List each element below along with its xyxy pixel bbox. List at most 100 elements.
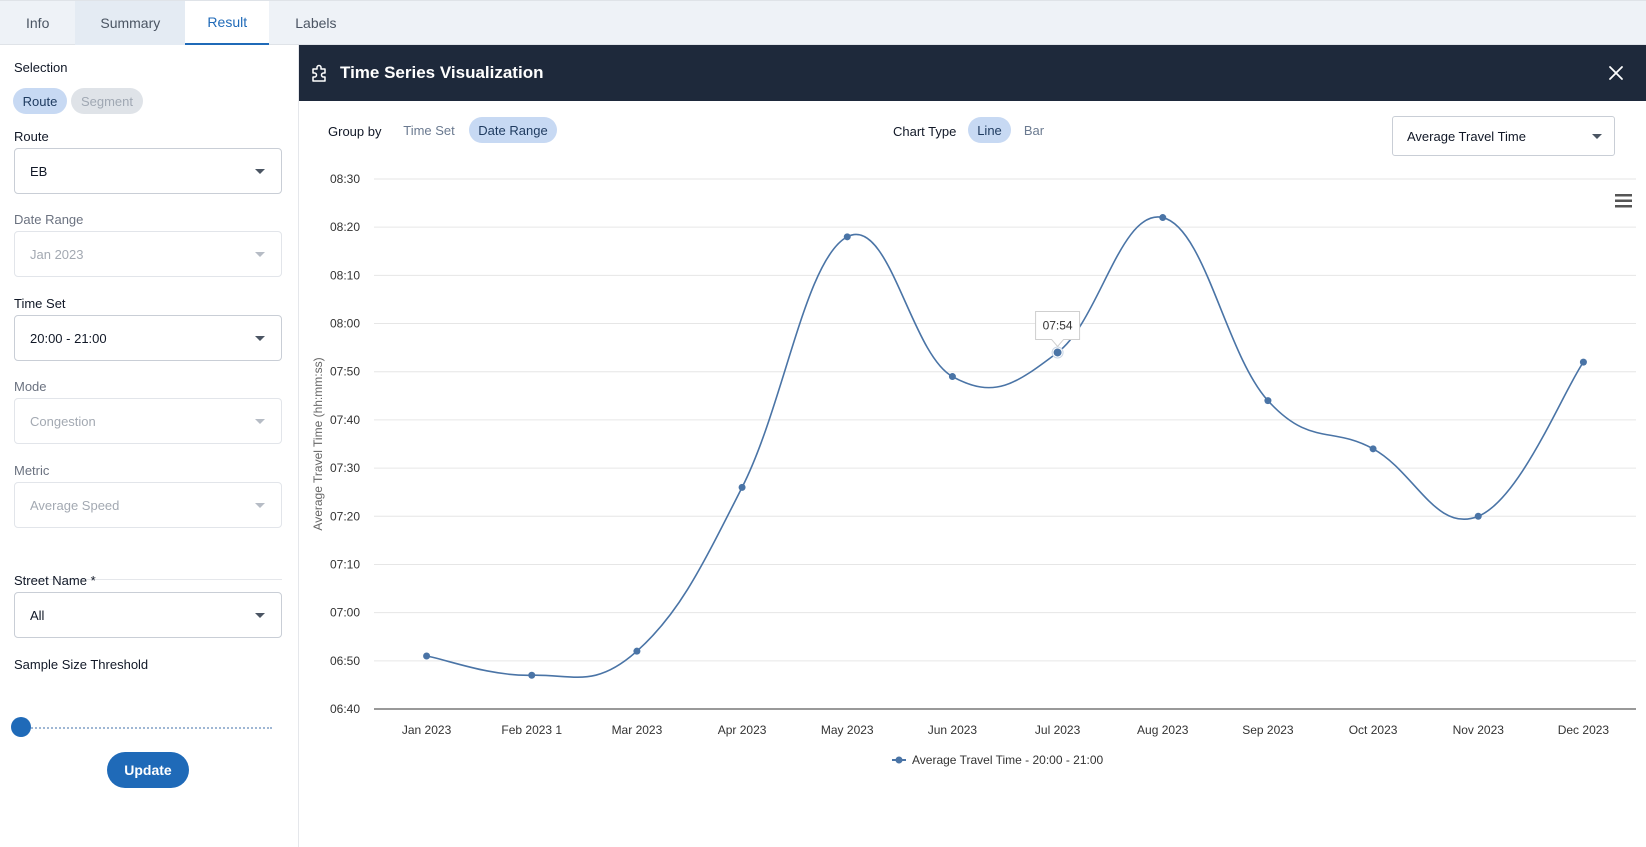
y-axis-title: Average Travel Time (hh:mm:ss) xyxy=(311,357,325,530)
y-tick-label: 08:00 xyxy=(330,317,360,331)
date-range-label: Date Range xyxy=(14,212,84,227)
route-label: Route xyxy=(14,129,49,144)
y-tick-label: 07:40 xyxy=(330,413,360,427)
filter-sidebar: Selection Route Segment Route EB Date Ra… xyxy=(0,45,299,847)
mode-select-value: Congestion xyxy=(30,413,96,429)
metric-select-value: Average Speed xyxy=(30,497,120,513)
date-range-select-value: Jan 2023 xyxy=(30,246,84,262)
data-point xyxy=(1264,397,1272,405)
time-set-select[interactable]: 20:00 - 21:00 xyxy=(14,315,282,361)
chart-type-line-pill[interactable]: Line xyxy=(968,117,1011,143)
tab-info-label: Info xyxy=(26,15,50,31)
chevron-down-icon xyxy=(255,613,265,618)
tooltip-box xyxy=(1035,310,1081,348)
tab-summary[interactable]: Summary xyxy=(75,1,186,45)
tab-labels[interactable]: Labels xyxy=(269,1,362,45)
y-tick-label: 07:20 xyxy=(330,509,360,523)
date-range-select[interactable]: Jan 2023 xyxy=(14,231,282,277)
group-by-time-set-pill[interactable]: Time Set xyxy=(403,122,455,138)
mode-select[interactable]: Congestion xyxy=(14,398,282,444)
mode-label: Mode xyxy=(14,379,47,394)
tab-summary-label: Summary xyxy=(100,15,161,31)
data-point xyxy=(633,647,641,655)
data-point xyxy=(1474,512,1482,520)
panel-title: Time Series Visualization xyxy=(340,63,544,82)
group-by-label: Group by xyxy=(328,124,382,139)
data-point xyxy=(948,373,956,381)
chart-metric-select-value: Average Travel Time xyxy=(1407,128,1526,144)
y-tick-label: 07:10 xyxy=(330,557,360,571)
time-series-panel: Time Series Visualization Group by Time … xyxy=(299,45,1646,847)
tab-result[interactable]: Result xyxy=(185,1,270,45)
y-tick-label: 08:10 xyxy=(330,268,360,282)
chart-type-bar-pill[interactable]: Bar xyxy=(1023,122,1045,138)
tooltip-text: 07:54 xyxy=(1043,318,1073,332)
metric-label: Metric xyxy=(14,463,50,478)
chevron-down-icon xyxy=(255,336,265,341)
selection-route-chip[interactable]: Route xyxy=(13,88,67,114)
chevron-down-icon xyxy=(255,252,265,257)
x-tick-label: Sep 2023 xyxy=(1242,723,1294,737)
update-button[interactable]: Update xyxy=(107,752,189,788)
data-point xyxy=(1369,445,1377,453)
y-tick-label: 08:20 xyxy=(330,220,360,234)
series-line xyxy=(426,216,1585,679)
chart-metric-select[interactable]: Average Travel Time xyxy=(1392,116,1615,156)
x-tick-label: Oct 2023 xyxy=(1349,723,1398,737)
legend-marker xyxy=(895,756,903,764)
hamburger-menu-icon[interactable] xyxy=(1615,194,1632,208)
time-set-select-value: 20:00 - 21:00 xyxy=(30,330,107,346)
tab-labels-label: Labels xyxy=(295,15,337,31)
x-tick-label: Apr 2023 xyxy=(718,723,767,737)
route-select[interactable]: EB xyxy=(14,148,282,194)
legend-label: Average Travel Time - 20:00 - 21:00 xyxy=(912,753,1104,767)
y-tick-label: 07:30 xyxy=(330,461,360,475)
y-tick-label: 06:50 xyxy=(330,654,360,668)
x-tick-label: Aug 2023 xyxy=(1137,723,1189,737)
x-tick-label: Mar 2023 xyxy=(612,723,663,737)
sidebar-divider xyxy=(14,579,282,580)
sample-size-slider-track[interactable] xyxy=(20,727,272,729)
street-name-label: Street Name * xyxy=(14,573,96,588)
group-by-date-range-pill[interactable]: Date Range xyxy=(469,117,557,143)
y-tick-label: 06:40 xyxy=(330,702,360,716)
x-tick-label: Jul 2023 xyxy=(1035,723,1081,737)
tab-result-label: Result xyxy=(207,14,248,30)
puzzle-icon xyxy=(312,64,326,82)
time-series-chart: 06:40 06:50 07:00 07:10 07:20 07:30 07:40 07:50… xyxy=(311,172,1636,767)
selection-label: Selection xyxy=(14,60,68,75)
x-tick-label: Feb 2023 1 xyxy=(501,723,562,737)
data-point xyxy=(528,671,536,679)
panel-header: Time Series Visualization xyxy=(299,45,1646,101)
x-tick-label: Dec 2023 xyxy=(1558,723,1610,737)
y-tick-label: 07:00 xyxy=(330,606,360,620)
chart-type-label: Chart Type xyxy=(893,124,957,139)
street-name-select-value: All xyxy=(30,607,45,623)
chevron-down-icon xyxy=(255,169,265,174)
tab-bar: Info Summary Result Labels xyxy=(0,0,1646,45)
data-point xyxy=(423,652,431,660)
street-name-select[interactable]: All xyxy=(14,592,282,638)
route-select-value: EB xyxy=(30,163,48,179)
time-set-label: Time Set xyxy=(14,296,66,311)
data-point xyxy=(738,483,746,491)
selection-segment-chip[interactable]: Segment xyxy=(71,88,143,114)
sample-size-slider-thumb[interactable] xyxy=(11,717,31,737)
data-point xyxy=(1159,214,1167,222)
tab-info[interactable]: Info xyxy=(0,1,75,45)
x-tick-label: Jun 2023 xyxy=(928,723,978,737)
chevron-down-icon xyxy=(1592,134,1602,139)
sample-size-label: Sample Size Threshold xyxy=(14,657,149,672)
data-point xyxy=(1052,347,1063,358)
metric-select[interactable]: Average Speed xyxy=(14,482,282,528)
chevron-down-icon xyxy=(255,419,265,424)
chevron-down-icon xyxy=(255,503,265,508)
data-point xyxy=(843,233,851,241)
close-icon[interactable] xyxy=(1606,63,1626,83)
y-tick-label: 07:50 xyxy=(330,365,360,379)
x-tick-label: May 2023 xyxy=(821,723,874,737)
x-tick-label: Nov 2023 xyxy=(1453,723,1505,737)
x-tick-label: Jan 2023 xyxy=(402,723,452,737)
data-point xyxy=(1579,358,1587,366)
y-tick-label: 08:30 xyxy=(330,172,360,186)
